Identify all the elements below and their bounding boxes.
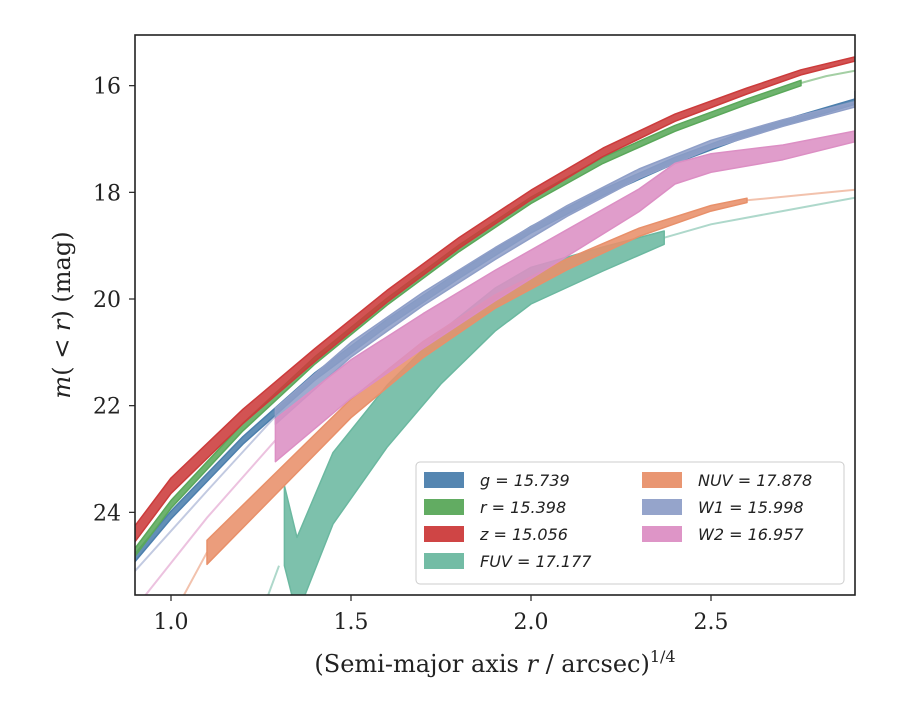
x-tick-label: 2.5	[694, 610, 729, 635]
y-axis-label: m( < r) (mag)	[48, 231, 76, 398]
legend-swatch-w2	[642, 526, 682, 542]
series-fuv-extrapolation-outer	[663, 196, 855, 239]
x-tick-label: 1.0	[154, 610, 189, 635]
legend-label-r: r = 15.398	[480, 498, 566, 517]
legend-box	[415, 461, 845, 585]
series-nuv-extrapolation-inner	[182, 551, 208, 595]
series-w1-band	[274, 100, 855, 426]
legend-swatch-fuv	[424, 553, 464, 569]
legend-label-nuv: NUV = 17.878	[698, 471, 812, 490]
x-tick-label: 2.0	[514, 610, 549, 635]
legend-swatch-z	[424, 526, 464, 542]
plot-frame	[134, 34, 856, 596]
legend: g = 15.739 r = 15.398 z = 15.056 FUV = 17.1…	[415, 461, 845, 585]
series-fuv-extrapolation-inner	[267, 565, 280, 595]
tick-layer: 1.0 1.5 2.0 2.5 16 18 20 22 24	[93, 75, 729, 635]
legend-label-w1: W1 = 15.998	[698, 498, 804, 517]
legend-label-z: z = 15.056	[479, 525, 568, 544]
legend-swatch-r	[424, 499, 464, 515]
series-w2-band	[274, 130, 855, 463]
series-r-extrapolation-outer	[800, 69, 855, 84]
series-w2-extrapolation-inner	[144, 439, 277, 595]
legend-swatch-w1	[642, 499, 682, 515]
legend-label-w2: W2 = 16.957	[698, 525, 804, 544]
legend-label-g: g = 15.739	[480, 471, 570, 490]
x-tick-label: 1.5	[334, 610, 369, 635]
legend-label-fuv: FUV = 17.177	[480, 552, 592, 571]
y-tick-label: 16	[93, 75, 121, 100]
series-w1-extrapolation-inner	[135, 415, 277, 572]
series-z-band	[135, 56, 855, 543]
y-tick-label: 24	[93, 501, 121, 526]
series-layer	[135, 56, 855, 595]
y-tick-label: 20	[93, 288, 121, 313]
y-tick-label: 18	[93, 181, 121, 206]
x-axis-label: (Semi-major axis r / arcsec)1/4	[314, 647, 675, 678]
legend-swatch-g	[424, 472, 464, 488]
y-tick-label: 22	[93, 395, 121, 420]
legend-swatch-nuv	[642, 472, 682, 488]
series-nuv-extrapolation-outer	[746, 188, 855, 202]
